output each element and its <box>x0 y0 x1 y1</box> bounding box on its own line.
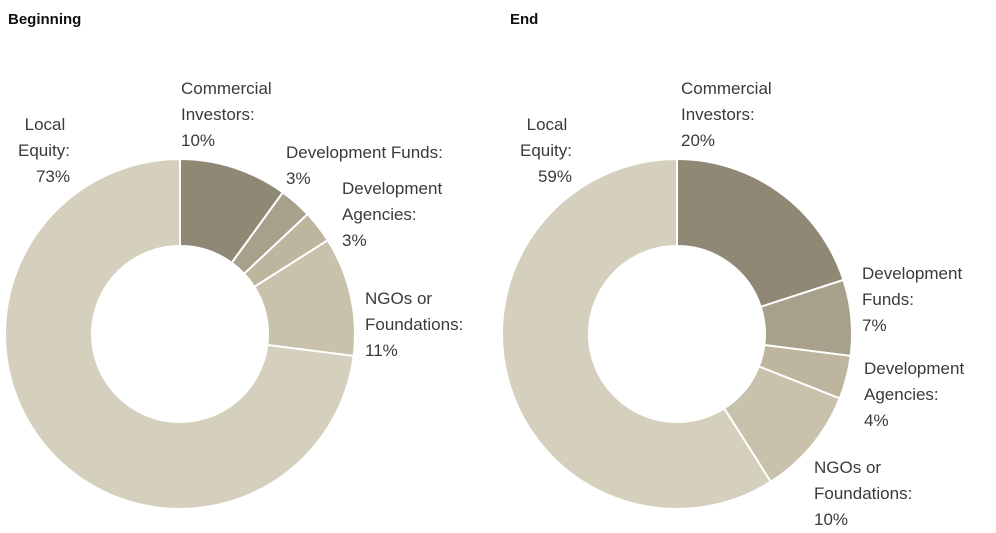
slice-value-label: 20% <box>681 131 715 150</box>
slice-value-label: 73% <box>36 167 70 186</box>
slice-value-label: 10% <box>814 510 848 529</box>
slice-value-label: 10% <box>181 131 215 150</box>
slice-label: Development Funds: <box>286 143 443 162</box>
slice-label: Development Agencies: <box>864 359 969 404</box>
donut-slice <box>4 157 355 510</box>
slice-value-label: 11% <box>365 341 398 360</box>
slice-label: Commercial Investors: <box>681 79 776 124</box>
slice-value-label: 3% <box>342 231 367 250</box>
slice-label: NGOs or Foundations: <box>814 458 912 503</box>
slice-label: Commercial Investors: <box>181 79 276 124</box>
slice-value-label: 4% <box>864 411 889 430</box>
chart-title: End <box>510 11 538 28</box>
donut-slice <box>501 157 773 510</box>
slice-label: NGOs or Foundations: <box>365 289 463 334</box>
slice-value-label: 59% <box>538 167 572 186</box>
slice-label: Local Equity: <box>18 115 70 160</box>
slice-label: Development Funds: <box>862 264 967 309</box>
slice-label: Local Equity: <box>520 115 572 160</box>
slice-label: Development Agencies: <box>342 179 447 224</box>
slice-value-label: 3% <box>286 169 311 188</box>
chart-title: Beginning <box>8 11 81 28</box>
slice-value-label: 7% <box>862 316 887 335</box>
donut-slice <box>676 157 845 309</box>
